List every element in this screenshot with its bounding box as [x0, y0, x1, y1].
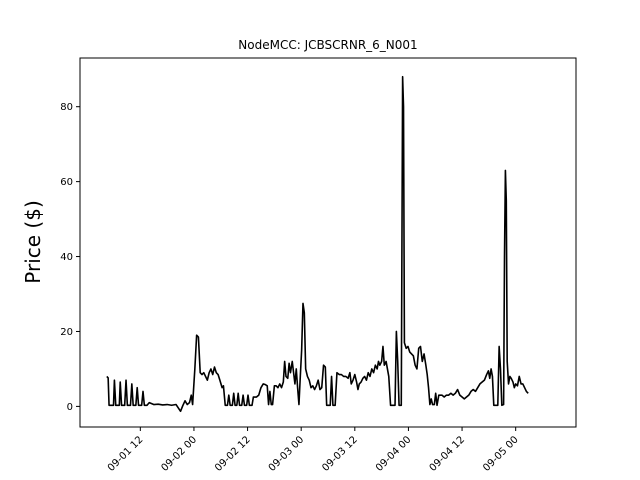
x-axis: 09-01 12 09-02 00 09-02 12 09-03 00 09-03 12…: [106, 427, 521, 474]
x-tick-label: 09-02 00: [159, 434, 199, 474]
x-tick-label: 09-05 00: [481, 434, 521, 474]
x-tick-label: 09-04 12: [428, 434, 468, 474]
x-tick-label: 09-03 12: [320, 434, 360, 474]
y-tick-label: 20: [60, 327, 73, 338]
x-tick-label: 09-04 00: [374, 434, 414, 474]
x-tick-label: 09-02 12: [213, 434, 253, 474]
chart-title: NodeMCC: JCBSCRNR_6_N001: [238, 38, 417, 52]
x-tick-label: 09-01 12: [106, 434, 146, 474]
y-tick-label: 0: [67, 402, 73, 413]
y-tick-label: 60: [60, 177, 73, 188]
series-line-0: [106, 75, 529, 413]
y-axis-label: Price ($): [21, 200, 45, 283]
plot-area: [106, 75, 529, 413]
x-tick-label: 09-03 00: [267, 434, 307, 474]
axes-frame: [79, 57, 577, 428]
y-tick-label: 40: [60, 252, 73, 263]
y-axis: 0 20 40 60 80: [60, 102, 80, 413]
y-tick-label: 80: [60, 102, 73, 113]
